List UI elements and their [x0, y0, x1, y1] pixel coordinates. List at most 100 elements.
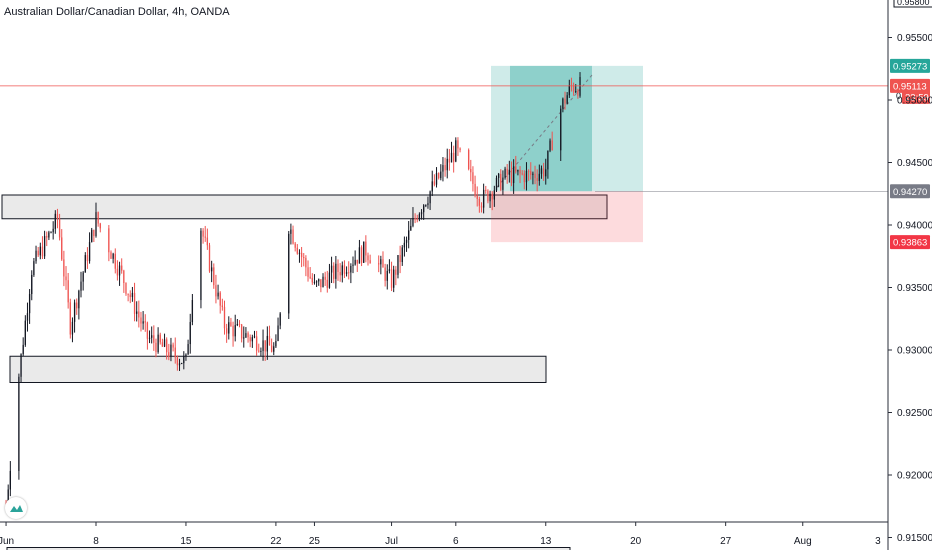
candle-body — [178, 363, 181, 366]
time-tick-label: 20 — [630, 536, 642, 547]
candle-body — [472, 172, 474, 184]
candle-body — [515, 166, 517, 172]
candle-body — [290, 229, 292, 234]
candle-body — [429, 191, 431, 204]
candle-body — [298, 252, 301, 254]
candle-body — [262, 340, 264, 351]
candle-body — [425, 205, 427, 207]
candle-body — [251, 337, 254, 342]
candle-body — [206, 237, 209, 246]
price-label-text: 0.94270 — [893, 187, 927, 198]
candle-body — [213, 267, 215, 286]
candle-body — [489, 193, 491, 202]
candle-body — [191, 300, 194, 323]
candle-body — [333, 265, 335, 279]
price-label-text: 0.93863 — [893, 238, 927, 249]
price-label-badge — [902, 89, 930, 104]
candle-body — [313, 281, 316, 283]
time-tick-label: 22 — [270, 536, 282, 547]
candle-body — [217, 292, 219, 297]
candle-body — [268, 335, 271, 346]
candle-body — [258, 350, 260, 352]
candle-body — [99, 223, 101, 229]
candle-body — [58, 218, 61, 238]
candle-body — [482, 189, 485, 208]
candle-body — [322, 276, 324, 288]
candle-body — [403, 242, 406, 248]
candle-body — [397, 255, 399, 275]
candle-body — [337, 263, 339, 273]
candle-body — [427, 203, 429, 206]
time-tick-label: 8 — [93, 536, 99, 547]
candle-body — [228, 322, 230, 334]
candles-layer — [5, 72, 581, 513]
candle-body — [264, 340, 266, 352]
candle-body — [315, 281, 318, 283]
candle-body — [50, 232, 52, 234]
candle-body — [230, 322, 232, 326]
candle-body — [153, 335, 155, 343]
candle-body — [146, 322, 149, 339]
candle-body — [110, 252, 112, 259]
chart-title: Australian Dollar/Canadian Dollar, 4h, O… — [4, 6, 230, 18]
logo-mountain-shape — [10, 505, 23, 512]
candle-body — [339, 272, 341, 276]
candle-body — [309, 276, 311, 278]
candle-body — [547, 150, 549, 170]
candle-body — [467, 149, 470, 170]
candle-body — [320, 279, 322, 288]
candle-body — [343, 265, 346, 274]
candle-body — [80, 281, 82, 291]
candle-body — [28, 294, 31, 314]
candle-body — [52, 228, 54, 233]
zones-layer — [1, 194, 608, 550]
candle-body — [474, 183, 476, 196]
time-tick-label: 27 — [720, 536, 732, 547]
candle-body — [112, 253, 114, 259]
candle-body — [266, 335, 268, 352]
candle-body — [273, 346, 275, 352]
candle-body — [414, 218, 416, 220]
price-label-badge — [890, 184, 930, 199]
time-tick-label: Jun — [0, 536, 14, 547]
time-axis[interactable]: Jun 8 15 22 25 Jul 6 13 20 27 Aug 3 — [0, 521, 888, 547]
candle-body — [384, 267, 386, 281]
candle-body — [20, 354, 22, 377]
candle-body — [116, 268, 119, 276]
price-tick-label: 0.91500 — [897, 533, 932, 544]
price-tick-label: 0.94500 — [897, 158, 932, 169]
candle-body — [525, 170, 528, 183]
tradingview-logo-icon[interactable] — [5, 497, 27, 519]
candle-body — [551, 140, 553, 151]
candle-body — [423, 205, 425, 213]
candle-body — [46, 236, 48, 238]
candle-body — [300, 252, 303, 258]
candle-body — [71, 321, 74, 335]
price-tick-label: 0.94000 — [897, 221, 932, 232]
price-axis[interactable]: 0.95800 0.95500 0.95000 0.94500 0.94000 0.935… — [887, 0, 932, 550]
candle-body — [326, 279, 328, 288]
candle-body — [416, 218, 418, 220]
price-label-text: 23:59 — [905, 92, 929, 103]
price-label-badge — [890, 58, 930, 73]
candle-body — [275, 341, 277, 347]
candle-body — [219, 292, 221, 306]
candle-body — [491, 193, 493, 200]
candle-body — [335, 263, 337, 279]
candle-body — [127, 293, 129, 295]
candle-body — [43, 236, 46, 257]
candle-body — [172, 344, 174, 348]
candle-body — [277, 325, 279, 342]
candle-body — [502, 177, 504, 190]
candle-body — [202, 230, 204, 237]
candle-body — [133, 292, 136, 314]
candle-body — [352, 264, 354, 266]
candle-body — [478, 198, 481, 206]
candle-body — [247, 333, 249, 338]
candle-body — [253, 336, 256, 338]
candle-body — [450, 152, 453, 163]
candle-body — [18, 376, 20, 471]
candle-body — [577, 91, 579, 96]
